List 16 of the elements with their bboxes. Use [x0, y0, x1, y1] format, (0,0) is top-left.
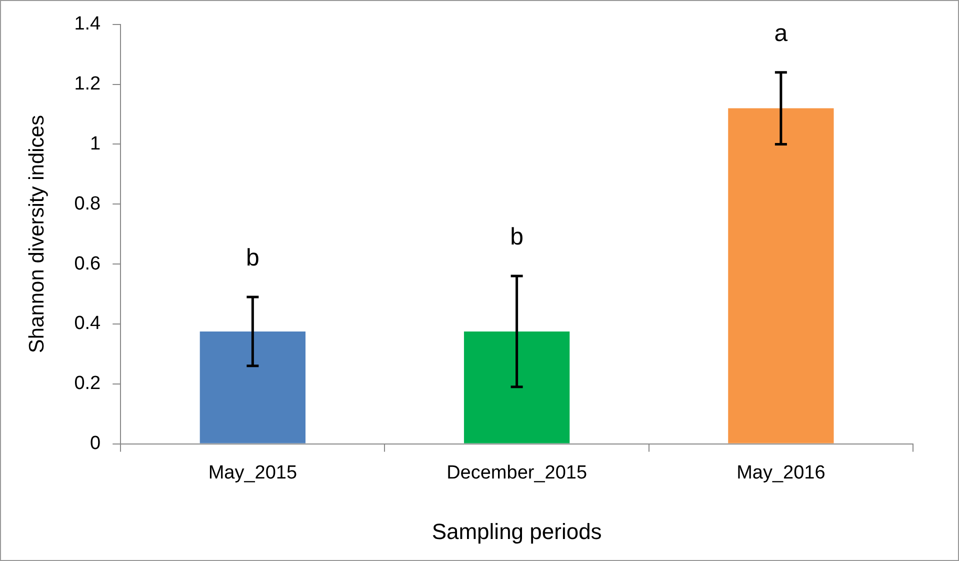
- x-tick-label: December_2015: [446, 462, 588, 484]
- y-tick-label: 1.4: [74, 14, 102, 35]
- annotation: b: [510, 224, 524, 251]
- y-tick-label: 0.4: [74, 313, 102, 334]
- x-tick-label: May_2016: [736, 462, 826, 484]
- annotation: b: [246, 244, 260, 272]
- y-axis-title: Shannon diversity indices: [25, 115, 48, 354]
- y-tick-label: 0: [90, 433, 101, 454]
- annotation: a: [774, 20, 788, 47]
- x-tick-label: May_2015: [208, 462, 298, 484]
- y-tick-label: 0.6: [74, 253, 101, 274]
- y-tick-label: 0.8: [74, 193, 101, 214]
- y-tick-label: 1.2: [74, 74, 101, 95]
- y-tick-label: 1: [90, 133, 101, 154]
- x-axis-title: Sampling periods: [432, 518, 602, 544]
- y-tick-label: 0.2: [74, 373, 101, 394]
